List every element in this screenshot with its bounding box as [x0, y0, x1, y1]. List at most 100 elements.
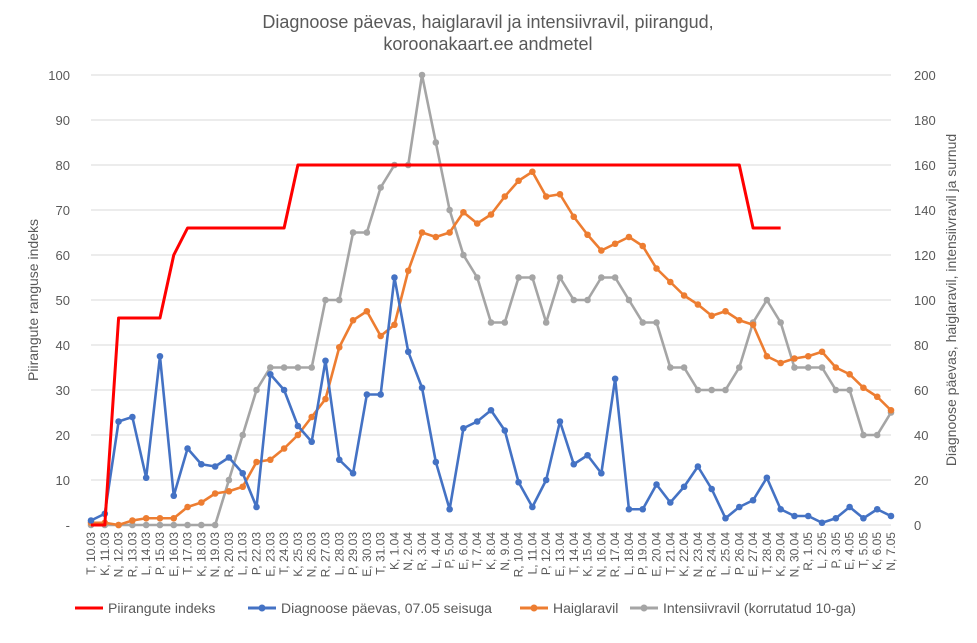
- data-point: [887, 512, 895, 520]
- data-point: [722, 386, 729, 394]
- series-2: [87, 168, 895, 529]
- left-tick-label: 70: [56, 203, 70, 218]
- x-tick-label: K, 18.03: [194, 532, 208, 577]
- data-point: [446, 206, 453, 214]
- data-point: [377, 184, 384, 191]
- x-tick-label: P, 12.04: [539, 532, 553, 575]
- data-point: [184, 445, 191, 452]
- data-point: [887, 406, 895, 414]
- data-point: [570, 460, 578, 468]
- data-point: [680, 364, 688, 371]
- x-tick-label: P, 19.04: [636, 532, 650, 575]
- data-point: [735, 364, 743, 371]
- data-point: [432, 458, 440, 466]
- data-point: [832, 386, 840, 394]
- left-tick-label: 10: [56, 473, 70, 488]
- x-tick-label: T, 14.04: [567, 532, 581, 575]
- left-tick-label: 40: [56, 338, 70, 353]
- right-tick-label: 180: [914, 113, 936, 128]
- data-point: [170, 492, 178, 500]
- right-tick-label: 80: [914, 338, 928, 353]
- x-tick-label: R, 13.03: [125, 532, 139, 578]
- data-point: [142, 521, 150, 529]
- data-point: [873, 505, 881, 513]
- x-tick-label: N, 23.04: [691, 532, 705, 578]
- data-point: [308, 413, 315, 421]
- data-point: [225, 487, 233, 495]
- data-point: [473, 418, 481, 425]
- data-point: [570, 296, 578, 304]
- data-point: [639, 242, 647, 250]
- x-tick-label: L, 4.04: [429, 532, 443, 569]
- data-point: [777, 319, 784, 326]
- data-point: [598, 469, 605, 477]
- data-point: [708, 386, 715, 394]
- data-point: [391, 274, 398, 281]
- data-point: [860, 431, 867, 439]
- data-point: [804, 364, 812, 371]
- right-tick-label: 60: [914, 383, 928, 398]
- data-point: [280, 364, 288, 371]
- x-tick-label: K, 1.04: [387, 532, 401, 570]
- data-point: [611, 274, 619, 281]
- data-point: [694, 301, 702, 308]
- data-point: [570, 213, 578, 221]
- data-point: [335, 296, 343, 304]
- x-tick-label: N, 26.03: [305, 532, 319, 578]
- data-point: [377, 391, 384, 398]
- x-tick-label: K, 8.04: [484, 532, 498, 570]
- data-point: [708, 485, 715, 493]
- data-point: [584, 231, 591, 239]
- data-point: [460, 208, 467, 216]
- data-point: [653, 319, 660, 326]
- data-point: [322, 296, 329, 304]
- data-point: [87, 517, 95, 524]
- data-point: [860, 384, 867, 392]
- data-point: [239, 469, 247, 477]
- x-tick-label: P, 22.03: [250, 532, 264, 575]
- data-point: [694, 463, 702, 470]
- data-point: [267, 456, 274, 464]
- data-point: [639, 505, 647, 513]
- right-tick-label: 0: [914, 518, 921, 533]
- left-tick-label: 90: [56, 113, 70, 128]
- x-tick-label: R, 27.03: [318, 532, 332, 578]
- right-tick-label: 140: [914, 203, 936, 218]
- x-tick-label: T, 17.03: [181, 532, 195, 575]
- data-point: [708, 312, 715, 320]
- data-point: [625, 296, 633, 304]
- legend-label: Diagnoose päevas, 07.05 seisuga: [281, 600, 492, 616]
- data-point: [280, 445, 288, 452]
- right-tick-label: 200: [914, 68, 936, 83]
- data-point: [639, 319, 647, 326]
- data-point: [418, 229, 426, 236]
- data-point: [832, 514, 840, 522]
- x-tick-label: R, 1.05: [801, 532, 815, 571]
- right-tick-label: 100: [914, 293, 936, 308]
- x-tick-label: P, 15.03: [153, 532, 167, 575]
- data-point: [322, 395, 329, 403]
- data-point: [294, 431, 302, 439]
- data-point: [335, 456, 343, 464]
- left-tick-label: 50: [56, 293, 70, 308]
- data-point: [487, 319, 495, 326]
- data-point: [432, 139, 440, 146]
- data-point: [115, 521, 122, 529]
- gridlines: [91, 74, 891, 526]
- data-point: [625, 505, 633, 513]
- x-tick-label: K, 6.05: [870, 532, 884, 570]
- series-line: [91, 163, 781, 527]
- data-point: [142, 514, 150, 522]
- data-point: [335, 343, 343, 351]
- data-point: [846, 370, 853, 378]
- legend-label: Haiglaravil: [553, 600, 618, 616]
- data-point: [846, 503, 853, 511]
- data-point: [611, 240, 619, 248]
- data-point: [542, 319, 550, 326]
- data-point: [349, 316, 357, 324]
- x-tick-label: P, 5.04: [443, 532, 457, 569]
- legend-item: Diagnoose päevas, 07.05 seisuga: [248, 600, 492, 616]
- data-point: [735, 503, 743, 511]
- legend-item: Haiglaravil: [520, 600, 618, 616]
- data-point: [515, 274, 522, 281]
